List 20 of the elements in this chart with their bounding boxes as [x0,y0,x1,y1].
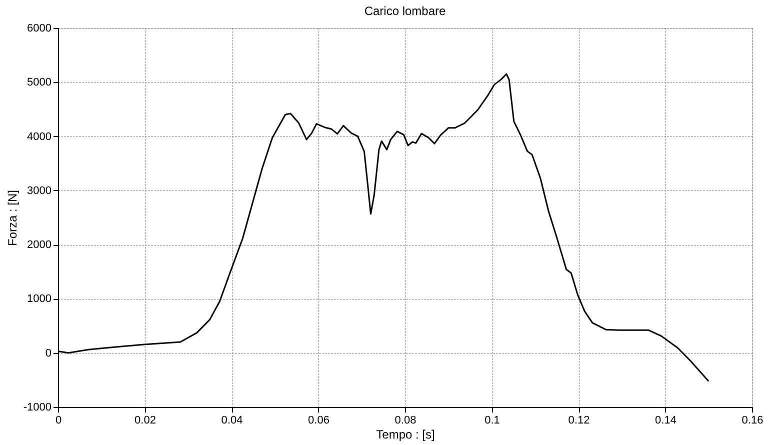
x-tick-label: 0.06 [308,414,330,426]
y-tick-label: 3000 [27,184,52,197]
x-axis-title: Tempo : [s] [376,428,435,442]
y-tick-label: -1000 [23,402,52,414]
y-tick-label: 2000 [27,239,52,252]
x-tick-label: 0.02 [134,414,156,426]
chart-title: Carico lombare [364,4,446,18]
y-tick-label: 5000 [27,76,52,89]
y-tick-label: 6000 [27,22,52,34]
y-tick-label: 4000 [27,130,52,143]
y-tick-label: 0 [45,347,52,360]
x-tick-label: 0.08 [394,414,416,426]
y-tick-label: 1000 [27,293,52,306]
x-tick-label: 0.1 [484,414,500,426]
y-axis-title: Forza : [N] [5,190,20,246]
x-tick-label: 0.14 [655,414,676,426]
x-tick-label: 0.12 [568,414,590,426]
x-tick-label: 0 [55,414,62,426]
x-tick-label: 0.04 [221,414,243,426]
x-tick-label: 0.16 [742,414,764,426]
